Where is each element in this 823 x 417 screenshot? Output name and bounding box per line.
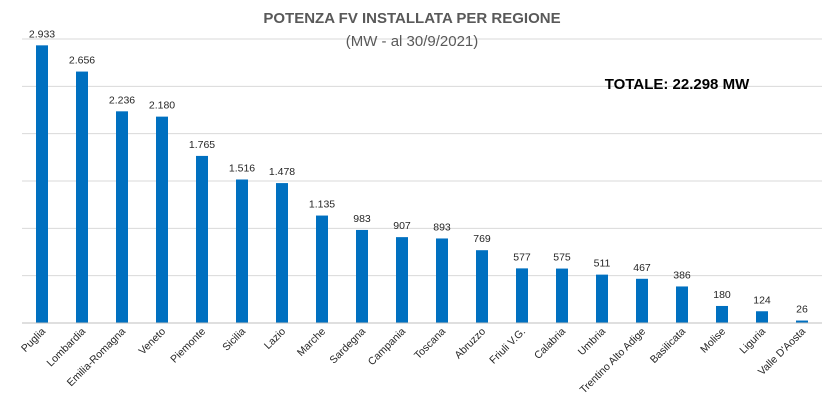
x-tick-label-4: Piemonte [168, 326, 208, 366]
data-label-2: 2.236 [109, 94, 135, 106]
chart-subtitle: (MW - al 30/9/2021) [346, 33, 479, 50]
bar-12 [516, 268, 528, 323]
data-label-7: 1.135 [309, 199, 335, 211]
data-label-13: 575 [553, 252, 571, 264]
bar-5 [236, 179, 248, 323]
bar-2 [116, 111, 128, 323]
data-label-1: 2.656 [69, 55, 95, 67]
bars [36, 45, 808, 324]
data-label-15: 467 [633, 262, 651, 274]
bar-16 [676, 286, 688, 323]
data-label-5: 1.516 [229, 162, 255, 174]
bar-15 [636, 278, 648, 323]
x-tick-label-17: Molise [698, 326, 728, 356]
bar-4 [196, 155, 208, 323]
bar-0 [36, 45, 48, 324]
data-label-17: 180 [713, 289, 731, 301]
x-tick-label-8: Sardegna [327, 326, 368, 367]
bar-7 [316, 215, 328, 323]
bar-14 [596, 274, 608, 323]
bar-3 [156, 116, 168, 323]
data-label-3: 2.180 [149, 100, 175, 112]
bar-1 [76, 71, 88, 323]
bar-17 [716, 305, 728, 323]
data-label-10: 893 [433, 221, 451, 233]
data-label-9: 907 [393, 220, 411, 232]
x-tick-label-0: Puglia [19, 326, 48, 355]
x-tick-label-5: Sicilia [220, 326, 248, 354]
x-tick-label-12: Friuli V.G. [487, 326, 528, 367]
x-tick-label-7: Marche [295, 326, 328, 359]
data-label-16: 386 [673, 269, 691, 281]
data-label-6: 1.478 [269, 166, 295, 178]
gridlines [22, 38, 822, 277]
x-tick-label-13: Calabria [532, 326, 568, 362]
bar-18 [756, 311, 768, 323]
x-tick-label-11: Abruzzo [452, 326, 488, 362]
data-labels: 2.933 2.656 2.236 2.180 1.765 1.516 1.478 1.135… [29, 28, 808, 315]
x-tick-label-18: Liguria [737, 326, 768, 357]
bar-10 [436, 238, 448, 323]
x-tick-label-9: Campania [366, 326, 408, 368]
data-label-0: 2.933 [29, 28, 55, 40]
bar-13 [556, 268, 568, 323]
bar-6 [276, 183, 288, 323]
data-label-8: 983 [353, 213, 371, 225]
x-tick-label-10: Toscana [412, 326, 448, 362]
data-label-19: 26 [796, 304, 808, 316]
bar-19 [796, 320, 808, 323]
x-tick-label-6: Lazio [262, 326, 288, 352]
data-label-4: 1.765 [189, 139, 215, 151]
total-annotation: TOTALE: 22.298 MW [605, 76, 750, 93]
data-label-18: 124 [753, 294, 771, 306]
data-label-12: 577 [513, 251, 531, 263]
bar-8 [356, 229, 368, 323]
data-label-11: 769 [473, 233, 491, 245]
chart-title: POTENZA FV INSTALLATA PER REGIONE [263, 10, 560, 27]
bar-9 [396, 237, 408, 323]
x-tick-label-14: Umbria [576, 326, 609, 359]
x-tick-label-3: Veneto [137, 326, 169, 358]
data-label-14: 511 [594, 258, 611, 270]
bar-11 [476, 250, 488, 323]
x-tick-label-16: Basilicata [648, 326, 688, 366]
